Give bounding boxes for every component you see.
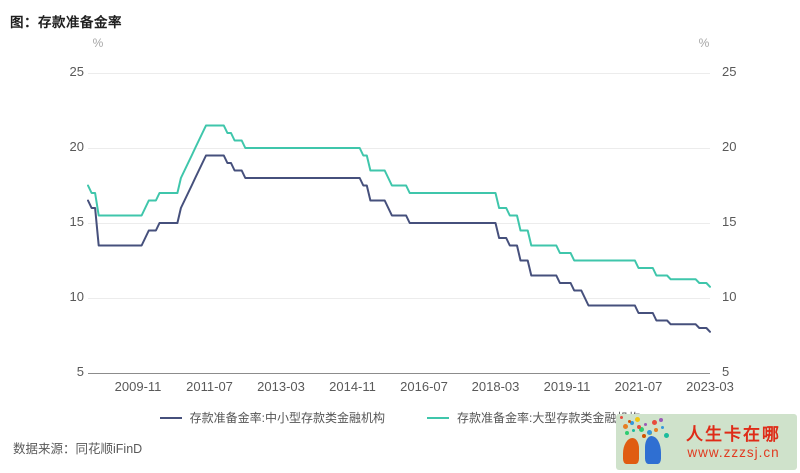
confetti-dot bbox=[632, 428, 636, 432]
watermark-head-orange-icon bbox=[623, 438, 639, 464]
confetti-dot bbox=[629, 421, 634, 426]
series-line-large bbox=[87, 124, 711, 288]
watermark-text: 人生卡在哪 www.zzzsj.cn bbox=[674, 425, 797, 460]
confetti-dot bbox=[639, 426, 645, 432]
confetti-dot bbox=[634, 417, 640, 423]
confetti-dot bbox=[661, 425, 665, 429]
legend-item-large[interactable]: 存款准备金率:大型存款类金融机构 bbox=[427, 409, 640, 426]
confetti-dot bbox=[641, 434, 646, 439]
legend-line-swatch-small-medium bbox=[159, 416, 182, 419]
chart-legend: 存款准备金率:中小型存款类金融机构 存款准备金率:大型存款类金融机构 bbox=[0, 409, 800, 426]
y-axis-tick-label: 10 bbox=[69, 289, 84, 304]
x-axis-tick-label: 2013-03 bbox=[257, 379, 305, 394]
series-line-small-medium bbox=[87, 154, 711, 333]
y-axis-tick-label: 25 bbox=[69, 64, 84, 79]
legend-label-small-medium: 存款准备金率:中小型存款类金融机构 bbox=[189, 411, 385, 425]
page-title: 图：存款准备金率 bbox=[10, 15, 122, 30]
y-axis-tick-label: 20 bbox=[722, 139, 737, 154]
y-axis-tick-label: 5 bbox=[722, 364, 730, 379]
watermark-heads-icon bbox=[616, 414, 674, 470]
x-axis-tick-label: 2023-03 bbox=[686, 379, 734, 394]
y-axis-tick-label: 15 bbox=[722, 214, 737, 229]
legend-item-small-medium[interactable]: 存款准备金率:中小型存款类金融机构 bbox=[159, 409, 385, 426]
x-axis-tick-label: 2018-03 bbox=[471, 379, 520, 394]
x-axis-tick-label: 2016-07 bbox=[400, 379, 448, 394]
data-source-label: 数据来源：同花顺iFinD bbox=[13, 442, 143, 456]
legend-label-large: 存款准备金率:大型存款类金融机构 bbox=[457, 411, 641, 425]
x-axis-tick-label: 2011-07 bbox=[186, 379, 233, 394]
confetti-dot bbox=[654, 427, 659, 432]
confetti-dot bbox=[620, 416, 623, 419]
watermark-head-blue-icon bbox=[645, 436, 661, 464]
watermark: 人生卡在哪 www.zzzsj.cn bbox=[616, 414, 797, 470]
confetti-dot bbox=[658, 418, 663, 423]
y-axis-tick-label: 5 bbox=[76, 364, 84, 379]
confetti-dot bbox=[646, 430, 652, 436]
confetti-dot bbox=[625, 431, 629, 435]
x-axis-tick-label: 2014-11 bbox=[329, 379, 376, 394]
x-axis-tick-label: 2009-11 bbox=[114, 379, 162, 394]
y-axis-tick-label: 10 bbox=[722, 289, 737, 304]
watermark-url-text: www.zzzsj.cn bbox=[687, 444, 780, 460]
watermark-brand-text: 人生卡在哪 bbox=[686, 424, 781, 444]
legend-line-swatch-large bbox=[427, 416, 449, 419]
x-axis-tick-label: 2019-11 bbox=[543, 379, 591, 394]
y-axis-tick-label: 15 bbox=[69, 214, 84, 229]
confetti-dot bbox=[663, 433, 669, 439]
confetti-dot bbox=[622, 423, 628, 429]
confetti-dot bbox=[627, 419, 631, 423]
y-axis-unit-right: % bbox=[698, 36, 710, 50]
x-axis-tick-label: 2021-07 bbox=[614, 379, 663, 394]
confetti-dot bbox=[651, 420, 657, 426]
confetti-dot bbox=[637, 424, 642, 429]
y-axis-tick-label: 25 bbox=[722, 64, 737, 79]
confetti-dot bbox=[644, 422, 648, 426]
y-axis-unit-left: % bbox=[92, 36, 104, 50]
y-axis-tick-label: 20 bbox=[69, 139, 84, 154]
